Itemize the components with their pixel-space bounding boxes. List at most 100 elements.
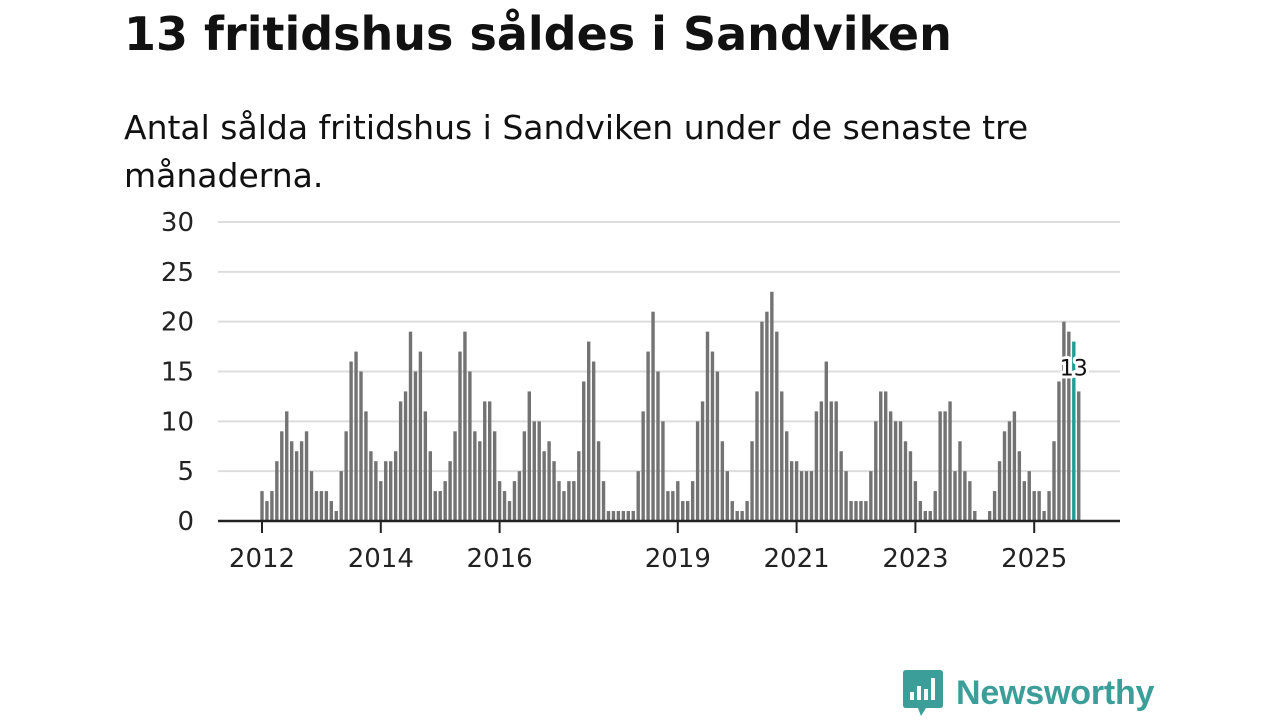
- bar: [898, 421, 903, 521]
- bar: [770, 291, 774, 521]
- bar: [1077, 391, 1081, 521]
- bar: [344, 431, 348, 521]
- bar: [448, 461, 452, 521]
- bar: [690, 481, 695, 521]
- bar: [789, 461, 794, 521]
- bar: [903, 441, 908, 521]
- bar: [879, 391, 883, 521]
- bar: [324, 491, 329, 521]
- bar: [869, 471, 873, 521]
- bar: [938, 411, 942, 521]
- bar: [354, 351, 358, 521]
- y-tick-label: 5: [177, 457, 194, 487]
- annotations: 13: [1057, 353, 1091, 384]
- bar: [626, 511, 630, 521]
- bar: [686, 501, 690, 521]
- bar: [453, 431, 457, 521]
- bar: [987, 511, 992, 521]
- bar: [666, 491, 670, 521]
- bar: [616, 511, 621, 521]
- bar: [497, 481, 502, 521]
- bar: [413, 371, 418, 521]
- x-tick-label: 2023: [882, 544, 948, 574]
- x-tick-label: 2021: [764, 544, 830, 574]
- bar: [651, 311, 655, 521]
- bar: [710, 351, 715, 521]
- bar: [512, 481, 517, 521]
- bar: [319, 491, 324, 521]
- bar: [517, 471, 522, 521]
- bar: [859, 501, 863, 521]
- bar: [329, 501, 333, 521]
- bar: [502, 491, 507, 521]
- bar: [1002, 431, 1007, 521]
- x-tick-label: 2016: [467, 544, 533, 574]
- bar: [844, 471, 848, 521]
- bar: [374, 461, 378, 521]
- bar: [349, 361, 353, 521]
- bar: [601, 481, 606, 521]
- bar: [290, 441, 294, 521]
- bar: [270, 491, 274, 521]
- bar: [1062, 321, 1066, 521]
- bar: [527, 391, 531, 521]
- bar: [265, 501, 269, 521]
- bar: [725, 471, 729, 521]
- bar: [636, 471, 640, 521]
- bar: [364, 411, 368, 521]
- bar: [700, 401, 705, 521]
- bar: [1052, 441, 1056, 521]
- bar: [359, 371, 363, 521]
- bar: [948, 401, 952, 521]
- bar: [552, 461, 556, 521]
- brand-name: Newsworthy: [956, 673, 1155, 712]
- bar: [804, 471, 809, 521]
- bar: [547, 441, 551, 521]
- y-tick-label: 25: [161, 258, 194, 288]
- x-axis-ticks: 2012 2014 2016 2019 2021 2023 2025: [229, 521, 1067, 574]
- bar: [814, 411, 819, 521]
- x-tick-label: 2012: [229, 544, 295, 574]
- bar: [294, 451, 299, 521]
- bar: [1047, 491, 1051, 521]
- bar: [438, 491, 442, 521]
- bar: [799, 471, 804, 521]
- bar: [507, 501, 512, 521]
- bar: [973, 511, 977, 521]
- bar: [1012, 411, 1017, 521]
- bar: [1032, 491, 1036, 521]
- bar: [839, 451, 843, 521]
- bar: [785, 431, 789, 521]
- bar: [765, 311, 769, 521]
- bar: [958, 441, 962, 521]
- bar: [928, 511, 932, 521]
- bar: [299, 441, 304, 521]
- bar: [963, 471, 967, 521]
- bar: [676, 481, 680, 521]
- bar: [339, 471, 343, 521]
- bar: [923, 511, 927, 521]
- bar: [750, 441, 754, 521]
- y-tick-label: 0: [177, 507, 194, 537]
- bar: [532, 421, 536, 521]
- chart-title: 13 fritidshus såldes i Sandviken: [124, 7, 952, 61]
- bar: [745, 501, 749, 521]
- bar: [1037, 491, 1041, 521]
- bar: [1007, 421, 1012, 521]
- bar: [933, 491, 937, 521]
- bar: [384, 461, 388, 521]
- bar: [428, 451, 432, 521]
- bar: [314, 491, 319, 521]
- bar: [819, 401, 824, 521]
- bar: [621, 511, 626, 521]
- bar: [285, 411, 289, 521]
- bar: [537, 421, 541, 521]
- bar: [1017, 451, 1022, 521]
- bar: [695, 421, 700, 521]
- bar: [864, 501, 868, 521]
- bar: [631, 511, 635, 521]
- bar: [463, 331, 467, 521]
- y-tick-label: 20: [161, 308, 194, 338]
- bar: [572, 481, 576, 521]
